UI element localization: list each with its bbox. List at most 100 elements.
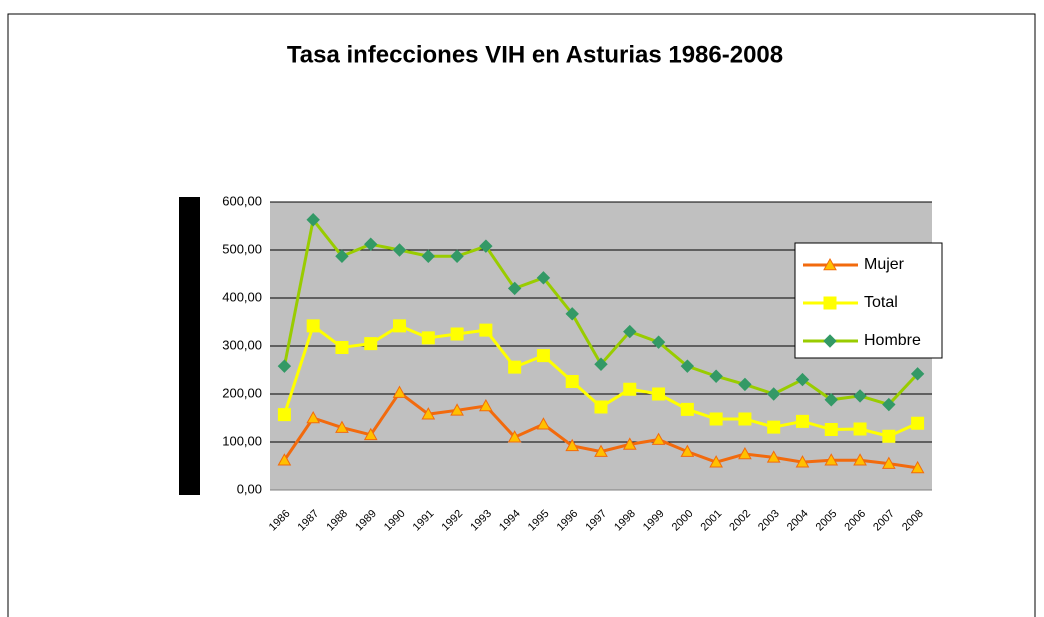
marker xyxy=(335,249,349,263)
marker xyxy=(594,400,608,414)
legend-marker xyxy=(823,334,837,348)
marker xyxy=(565,375,579,389)
marker xyxy=(652,387,666,401)
marker xyxy=(709,455,723,468)
x-tick-label: 2007 xyxy=(871,508,897,534)
marker xyxy=(479,239,493,253)
marker xyxy=(882,429,896,443)
x-tick-label: 1997 xyxy=(583,508,609,534)
marker xyxy=(277,359,292,373)
marker xyxy=(536,349,550,363)
marker xyxy=(536,271,551,285)
marker xyxy=(277,453,292,466)
marker xyxy=(709,412,723,426)
marker xyxy=(565,307,579,321)
marker xyxy=(594,444,608,457)
marker xyxy=(364,337,378,351)
marker xyxy=(680,359,695,373)
marker xyxy=(738,377,752,392)
marker xyxy=(479,323,493,337)
marker xyxy=(364,237,378,251)
marker xyxy=(767,420,781,434)
x-tick-label: 2006 xyxy=(842,508,868,534)
marker xyxy=(766,387,781,401)
marker xyxy=(795,455,810,468)
marker xyxy=(306,213,320,227)
marker xyxy=(507,430,522,443)
marker xyxy=(508,360,522,374)
marker xyxy=(306,410,321,424)
marker xyxy=(738,412,752,426)
y-tick-label: 100,00 xyxy=(222,433,262,448)
legend xyxy=(794,242,943,359)
y-tick-label: 600,00 xyxy=(222,193,262,208)
x-tick-label: 2002 xyxy=(727,508,753,534)
marker xyxy=(421,407,436,420)
marker xyxy=(651,335,666,349)
y-tick-label: 0,00 xyxy=(237,481,262,496)
y-tick-label: 300,00 xyxy=(222,337,262,352)
marker xyxy=(536,417,551,430)
marker xyxy=(795,372,810,387)
y-tick-label: 200,00 xyxy=(222,385,262,400)
x-tick-label: 1998 xyxy=(612,508,638,534)
marker xyxy=(622,437,637,450)
marker xyxy=(910,367,925,381)
marker xyxy=(623,324,637,339)
legend-label: Hombre xyxy=(864,332,921,349)
marker xyxy=(450,403,464,416)
x-tick-label: 1986 xyxy=(267,508,293,534)
axis-title-block xyxy=(179,197,200,495)
x-tick-label: 1988 xyxy=(324,508,350,534)
x-tick-label: 1993 xyxy=(468,508,494,534)
marker xyxy=(853,453,867,466)
x-tick-label: 2008 xyxy=(900,508,926,534)
chart-title: Tasa infecciones VIH en Asturias 1986-20… xyxy=(287,41,783,68)
legend-label: Mujer xyxy=(864,256,905,273)
marker xyxy=(623,382,637,396)
x-tick-label: 1989 xyxy=(353,508,379,534)
marker xyxy=(594,357,608,371)
marker xyxy=(335,340,349,354)
marker xyxy=(853,422,867,436)
x-tick-label: 2001 xyxy=(699,508,725,534)
marker xyxy=(766,450,781,463)
y-tick-label: 400,00 xyxy=(222,289,262,304)
marker xyxy=(824,393,838,407)
marker xyxy=(824,423,838,437)
marker xyxy=(565,438,580,452)
x-tick-label: 1996 xyxy=(555,508,581,534)
marker xyxy=(853,389,867,403)
marker xyxy=(882,397,896,412)
x-tick-label: 1987 xyxy=(296,508,322,534)
marker xyxy=(421,249,436,263)
y-tick-label: 500,00 xyxy=(222,241,262,256)
marker xyxy=(911,416,925,430)
marker xyxy=(680,402,694,416)
marker xyxy=(277,408,291,422)
marker xyxy=(392,385,407,398)
marker xyxy=(450,249,464,263)
marker xyxy=(479,398,493,412)
marker xyxy=(824,453,839,466)
x-tick-label: 2005 xyxy=(814,508,840,534)
frame xyxy=(7,13,1036,617)
marker xyxy=(335,420,349,433)
marker xyxy=(306,319,320,333)
marker xyxy=(738,446,752,460)
x-tick-label: 1999 xyxy=(641,508,667,534)
marker xyxy=(450,327,464,341)
marker xyxy=(507,281,522,296)
marker xyxy=(680,444,695,457)
x-tick-label: 2004 xyxy=(785,508,811,534)
marker xyxy=(363,427,378,441)
x-tick-label: 1990 xyxy=(382,508,408,534)
legend-marker xyxy=(823,257,837,271)
marker xyxy=(795,414,809,428)
x-tick-label: 2000 xyxy=(670,508,696,534)
legend-marker xyxy=(823,296,837,310)
x-tick-label: 1991 xyxy=(411,508,437,534)
x-tick-label: 2003 xyxy=(756,508,782,534)
x-tick-label: 1992 xyxy=(439,508,465,534)
